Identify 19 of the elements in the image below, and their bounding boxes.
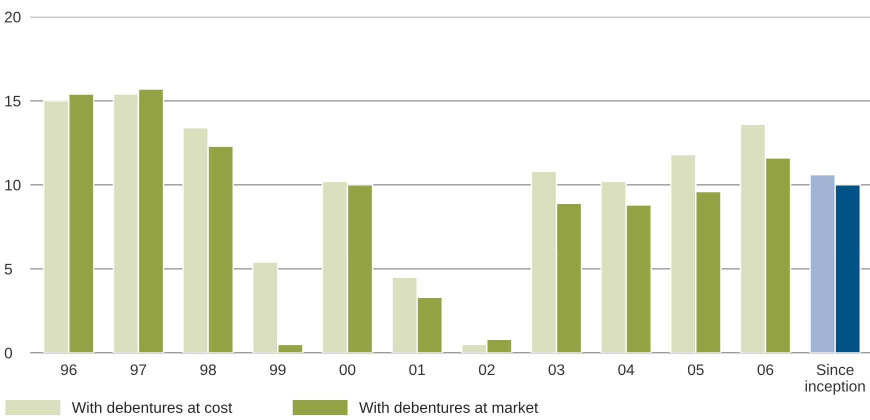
x-tick-label: 06 [758,364,774,376]
x-tick-label: 96 [60,364,77,376]
y-tick-label: 10 [5,180,21,190]
x-tick-label: 99 [270,364,286,376]
x-tick-label: 03 [548,364,564,376]
y-tick-label: 5 [4,264,12,274]
x-tick-label: 97 [130,364,146,376]
y-tick-label: 20 [4,12,21,22]
x-tick-label: 02 [478,364,495,376]
x-tick-label: 05 [688,364,704,376]
x-tick-label: 04 [618,364,634,376]
y-tick-label: 0 [4,348,12,358]
y-tick-label: 15 [5,96,21,106]
legend-label: With debentures at cost [72,402,232,413]
x-tick-label: Since inception [806,364,865,395]
x-tick-label: 01 [409,364,425,376]
x-tick-label: 00 [340,364,356,376]
legend-label: With debentures at market [359,402,538,413]
x-tick-label: 98 [200,364,216,376]
